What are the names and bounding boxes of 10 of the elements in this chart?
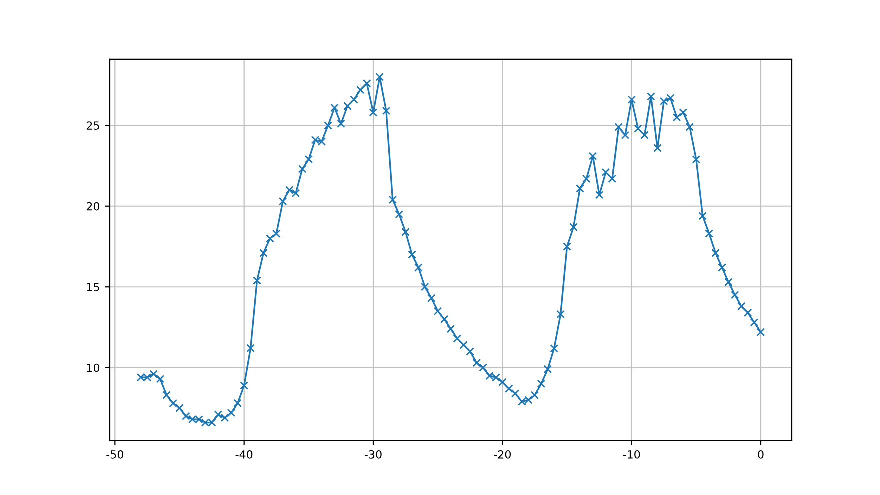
x-tick-label: -50 (106, 450, 124, 459)
x-tick-label: -10 (623, 450, 640, 459)
x-tick-label: -20 (494, 450, 512, 459)
x-tick-label: -40 (236, 450, 253, 459)
y-tick-label: 20 (86, 202, 100, 211)
y-tick-label: 15 (87, 283, 100, 292)
y-tick-label: 25 (86, 122, 100, 130)
x-tick-label: 0 (758, 450, 764, 459)
y-tick-label: 10 (87, 364, 100, 372)
x-tick-label: -30 (364, 450, 382, 459)
